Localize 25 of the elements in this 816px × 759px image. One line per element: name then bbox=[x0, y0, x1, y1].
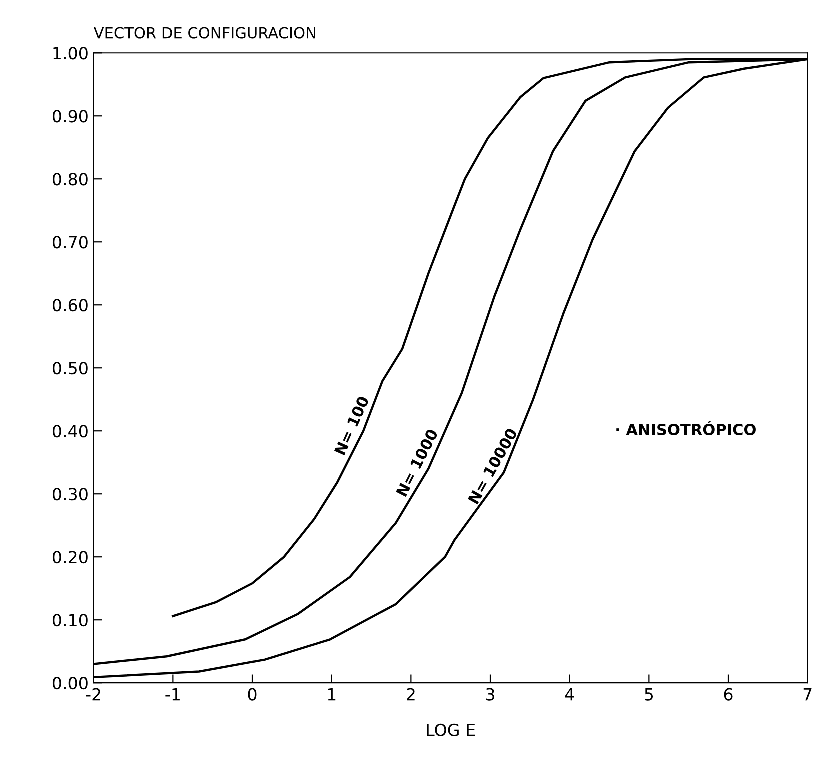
y-tick-label: 1.00 bbox=[54, 47, 88, 60]
annotation: · ANISOTRÓPICO bbox=[616, 421, 756, 436]
y-tick-label: 0.30 bbox=[52, 488, 88, 501]
x-tick-label: 1 bbox=[328, 688, 336, 701]
x-tick-label: -2 bbox=[86, 688, 100, 701]
x-axis-title: LOG E bbox=[427, 724, 476, 736]
x-tick-label: 5 bbox=[645, 688, 654, 701]
y-tick-label: 0.20 bbox=[52, 551, 88, 564]
x-tick-label: 4 bbox=[565, 688, 574, 701]
x-tick-label: 6 bbox=[724, 688, 733, 701]
y-tick-label: 0.00 bbox=[52, 677, 88, 690]
y-tick-label: 0.80 bbox=[52, 173, 88, 186]
x-tick-label: 0 bbox=[248, 688, 257, 701]
x-tick-label: 7 bbox=[804, 688, 812, 701]
y-tick-label: 0.90 bbox=[52, 110, 88, 123]
chart-title: VECTOR DE CONFIGURACION bbox=[94, 27, 316, 39]
y-tick-label: 0.10 bbox=[52, 614, 88, 627]
x-tick-label: 2 bbox=[407, 688, 415, 701]
x-tick-label: 3 bbox=[486, 688, 494, 701]
y-tick-label: 0.70 bbox=[52, 236, 88, 249]
text: N= 100 bbox=[334, 395, 370, 456]
x-tick-label: -1 bbox=[166, 688, 180, 701]
y-tick-label: 0.50 bbox=[52, 362, 88, 375]
y-tick-label: 0.60 bbox=[52, 299, 88, 312]
y-tick-label: 0.40 bbox=[52, 425, 88, 438]
